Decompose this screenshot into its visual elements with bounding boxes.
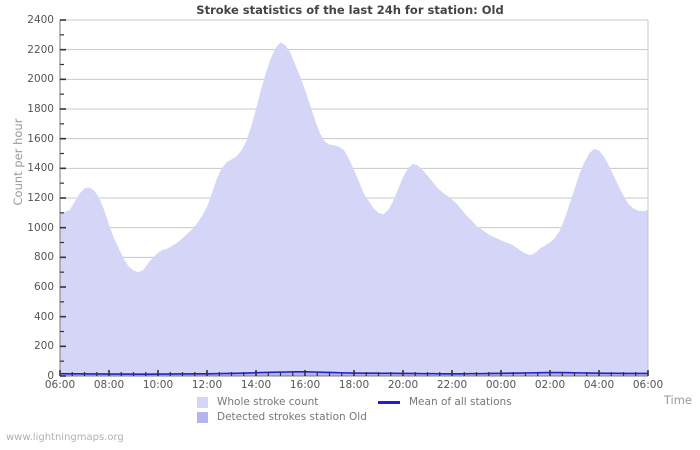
x-tick-label: 14:00 [240,379,272,391]
y-tick-label: 1000 [27,221,54,234]
legend-label-mean-of-all-stations: Mean of all stations [409,396,512,408]
legend-item-whole-stroke-count: Whole stroke count [197,396,318,408]
y-tick-label: 2200 [27,43,54,56]
x-tick-label: 00:00 [485,379,517,391]
y-tick-label: 1800 [27,103,54,115]
x-tick-label: 12:00 [191,379,223,391]
x-tick-label: 06:00 [632,379,664,391]
legend-item-detected-strokes-station: Detected strokes station Old [197,411,367,423]
x-tick-label: 18:00 [338,379,370,391]
x-tick-label: 04:00 [583,379,615,391]
y-tick-label: 0 [47,370,54,382]
x-tick-label: 02:00 [534,379,566,391]
x-tick-label: 22:00 [436,379,468,391]
chart-legend: Whole stroke count Detected strokes stat… [0,396,700,428]
y-tick-label: 1400 [27,162,54,175]
y-tick-label: 600 [33,281,54,293]
y-tick-label: 400 [33,310,54,323]
y-tick-label: 200 [33,340,54,353]
x-tick-label: 20:00 [387,379,419,391]
y-tick-label: 800 [33,251,54,264]
legend-swatch-whole-stroke-count [197,396,208,408]
x-axis-label: Time [663,393,692,407]
legend-swatch-detected-strokes-station [197,411,208,423]
legend-label-whole-stroke-count: Whole stroke count [217,396,319,408]
legend-item-mean-of-all-stations: Mean of all stations [378,396,512,408]
legend-line-mean-of-all-stations [378,400,400,404]
y-tick-label: 1600 [27,132,54,145]
footer-watermark: www.lightningmaps.org [6,432,124,443]
x-tick-label: 08:00 [93,379,125,391]
chart-title: Stroke statistics of the last 24h for st… [196,3,504,17]
x-tick-label: 06:00 [44,379,76,391]
legend-label-detected-strokes-station: Detected strokes station Old [217,411,367,423]
y-tick-label: 1200 [27,192,54,204]
y-tick-label: 2400 [27,14,54,26]
x-tick-label: 10:00 [142,379,174,391]
y-tick-label: 2000 [27,73,54,86]
x-tick-label: 16:00 [289,379,321,391]
